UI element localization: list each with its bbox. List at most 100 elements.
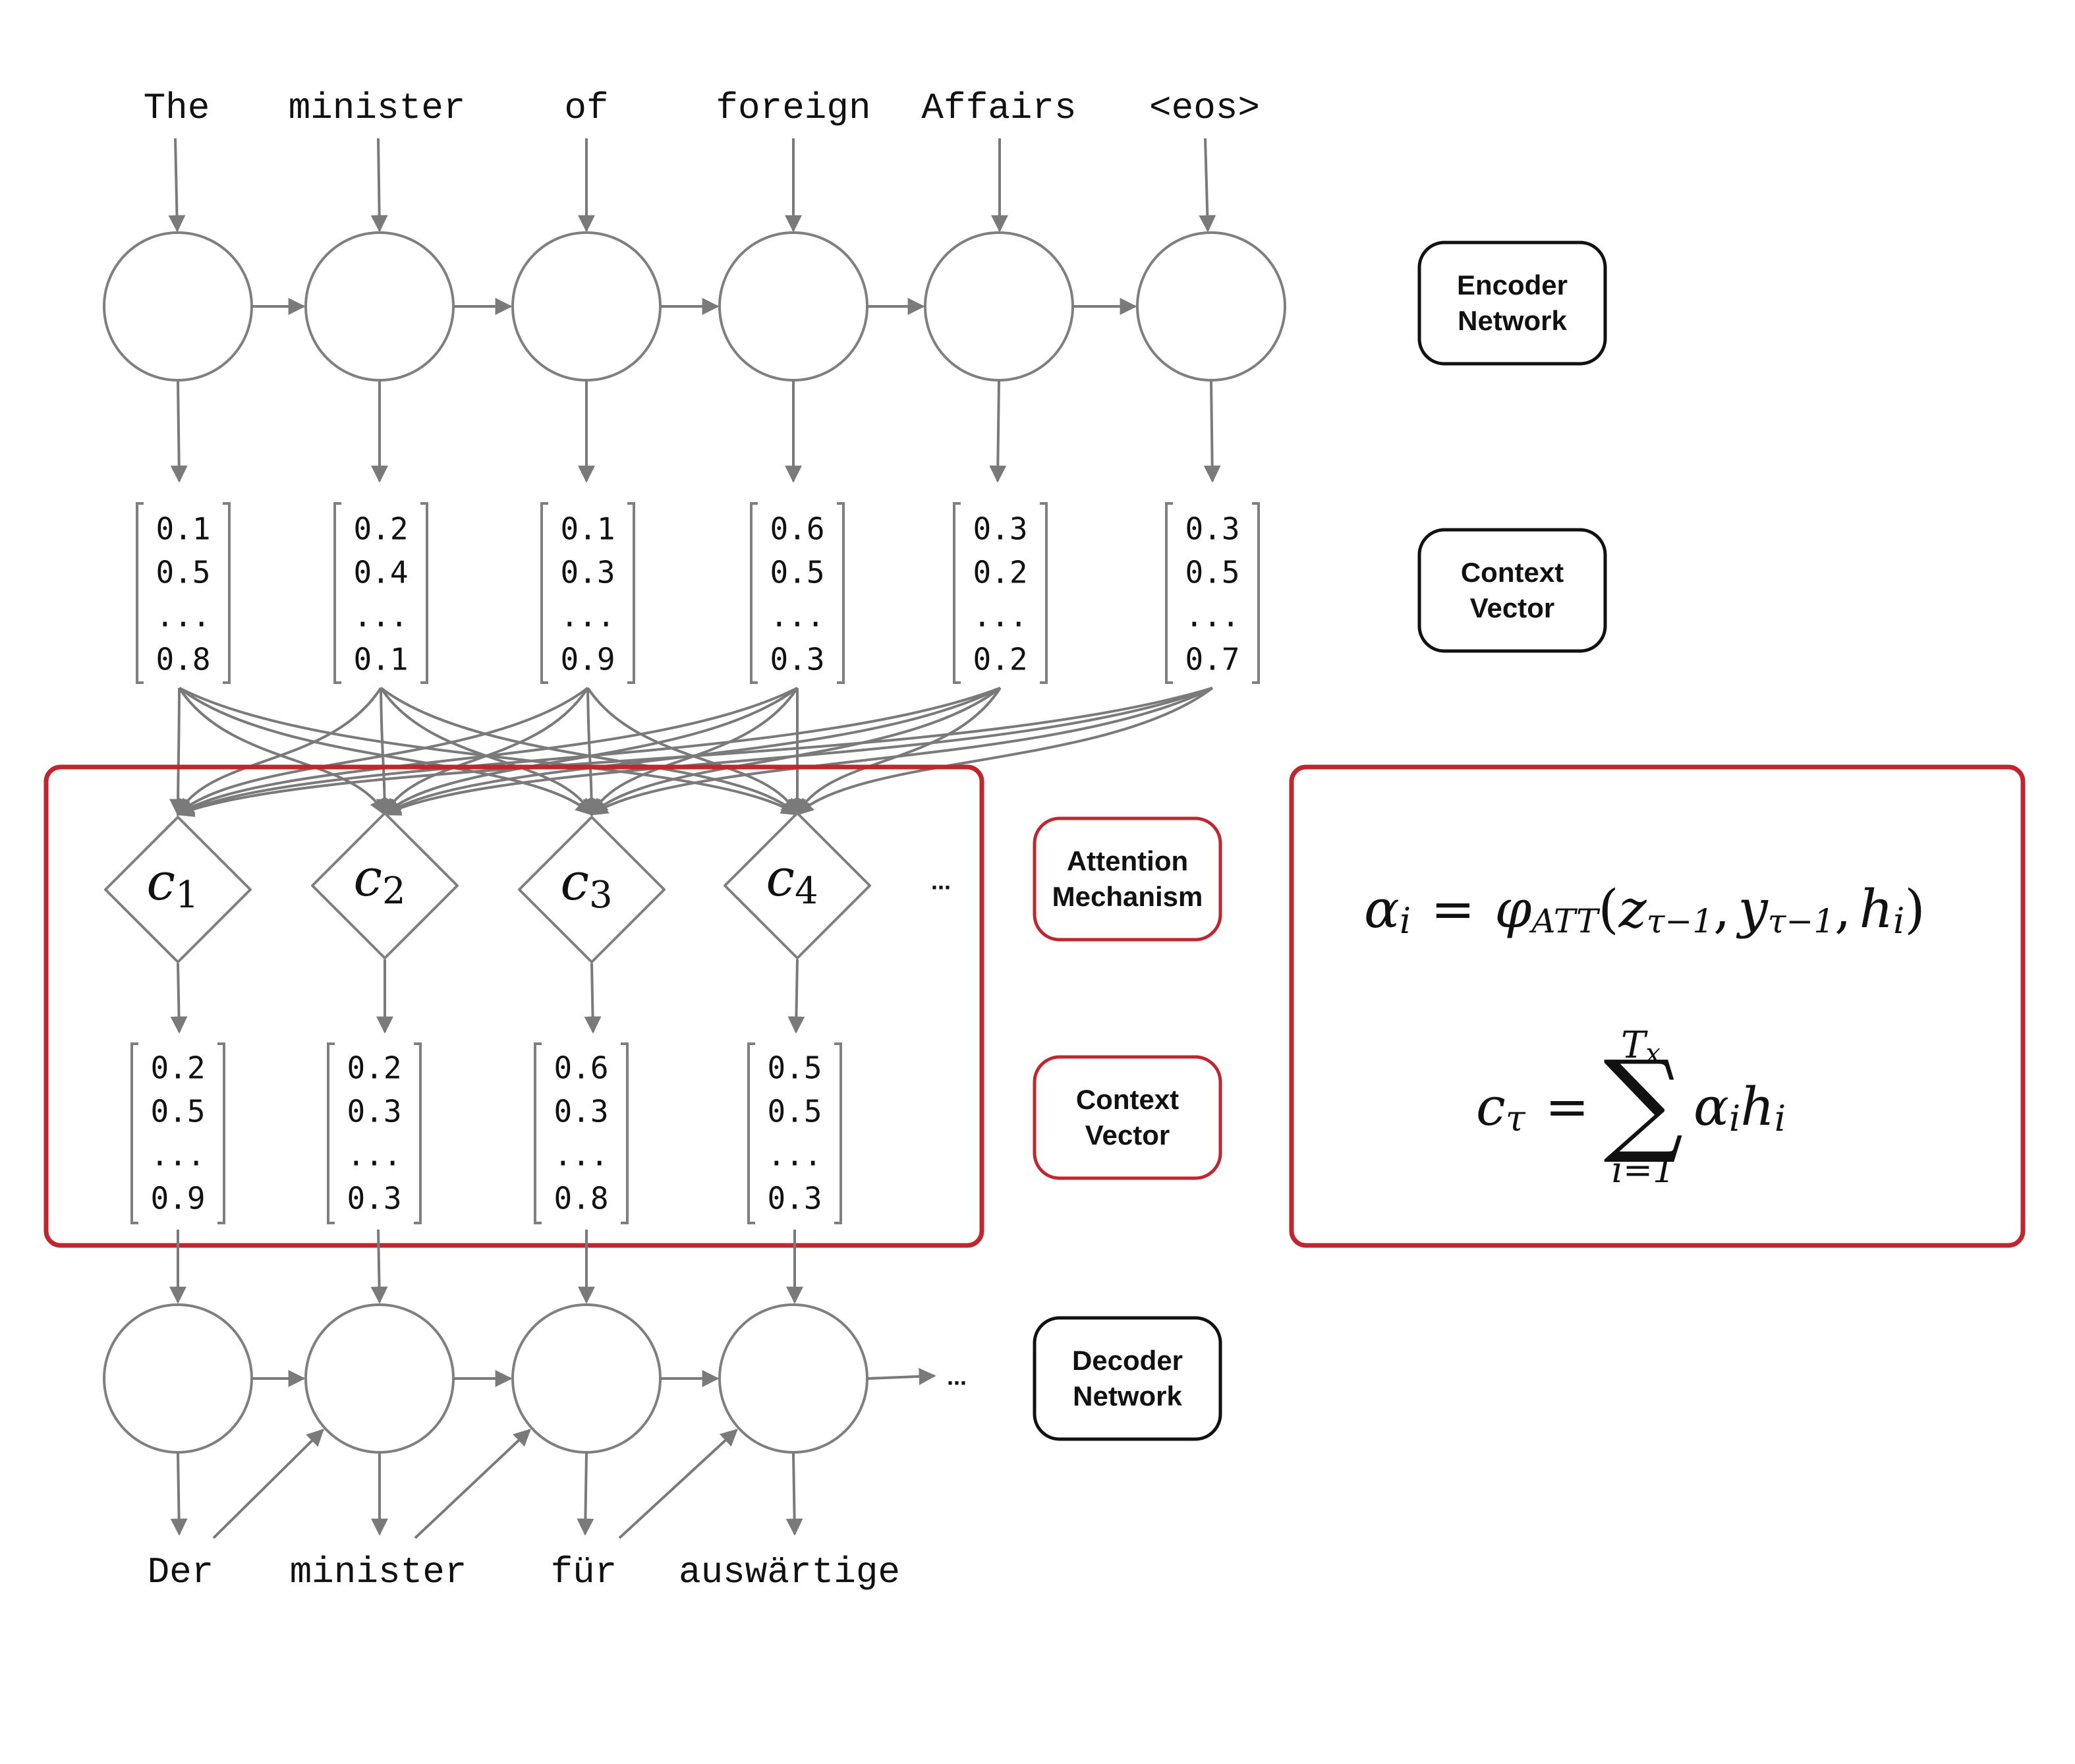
attention-node-symbol: c <box>766 849 795 908</box>
decoder-node <box>718 1303 868 1454</box>
formula-operator: = <box>1431 878 1475 940</box>
svg-text:Network: Network <box>1458 305 1567 336</box>
vector-value: 0.6 <box>770 511 824 547</box>
attention-edge <box>590 687 1213 816</box>
formula-term: z <box>1618 878 1647 940</box>
summation-upper-subscript: x <box>1645 1038 1661 1069</box>
attention-edge <box>178 687 593 816</box>
alpha-formula: αi = φATT(zτ−1, yτ−1, hi) <box>1364 878 1925 942</box>
attention-edge <box>796 687 1002 816</box>
svg-text:Context: Context <box>1076 1084 1179 1115</box>
vector-value: 0.1 <box>353 642 408 677</box>
vector-value: ... <box>1185 598 1239 634</box>
vector-value: 0.8 <box>156 642 210 677</box>
attention-node: c1 <box>104 816 252 963</box>
attention-node-symbol: c <box>560 853 589 912</box>
attention-context-vector-label: Context Vector <box>1033 1055 1222 1180</box>
vector-value: ... <box>767 1137 822 1173</box>
vector-value: 0.1 <box>560 511 615 547</box>
encoder-node <box>103 231 253 382</box>
attention-nodes: c1 c2 c3 c4 ... <box>104 812 951 963</box>
output-word: minister <box>290 1551 467 1593</box>
decoder-output-arrows <box>170 1452 803 1536</box>
encoder-node <box>1136 231 1286 382</box>
svg-text:Tx: Tx <box>1621 1024 1661 1069</box>
input-word: Affairs <box>921 87 1076 129</box>
context-vector: 0.2 0.3 ... 0.3 <box>327 1042 422 1224</box>
attention-edge <box>179 687 799 816</box>
vector-value: 0.5 <box>1185 555 1239 590</box>
input-word: of <box>564 87 608 129</box>
vector-value: 0.3 <box>554 1094 608 1129</box>
attention-edge <box>590 687 799 816</box>
formula-term: α <box>1364 878 1400 940</box>
attention-node: c3 <box>518 816 666 963</box>
svg-text:Encoder: Encoder <box>1457 270 1568 300</box>
attention-edge <box>796 687 1214 816</box>
context-vector: 0.3 0.2 ... 0.2 <box>953 502 1048 684</box>
vector-value: 0.3 <box>1185 511 1239 547</box>
attention-edge <box>380 687 799 816</box>
vector-value: ... <box>347 1137 401 1173</box>
encoder-context-vector-label: Context Vector <box>1417 528 1607 653</box>
attention-edge <box>583 687 600 816</box>
formula-comma: , <box>1834 878 1851 940</box>
encoder-context-vectors: 0.1 0.5 ... 0.8 0.2 0.4 ... 0.1 0.1 0.3 … <box>136 502 1260 684</box>
attention-edge <box>169 687 187 816</box>
svg-text:αi=φATT(zτ−1,yτ−1,hi): αi = φATT(zτ−1, yτ−1, hi) <box>1364 878 1925 942</box>
vector-value: 0.2 <box>973 642 1027 677</box>
vector-value: 0.9 <box>560 642 615 677</box>
svg-text:Vector: Vector <box>1085 1120 1170 1151</box>
vector-value: 0.3 <box>767 1181 822 1216</box>
vector-value: 0.2 <box>150 1050 205 1086</box>
attention-edge <box>383 687 1213 816</box>
context-vector: 0.2 0.4 ... 0.1 <box>333 502 428 684</box>
vector-value: ... <box>770 598 824 634</box>
svg-text:αihi: αihi <box>1693 1076 1786 1139</box>
context-formula: cτ = ∑ Tx i=1 αihi <box>1476 1024 1786 1191</box>
encoder-node <box>511 231 662 382</box>
formula-term: y <box>1736 878 1769 940</box>
summation-upper: T <box>1621 1024 1648 1067</box>
encoder-network-label: Encoder Network <box>1417 241 1607 366</box>
formula-term: c <box>1476 1076 1506 1137</box>
output-word: Der <box>148 1551 214 1593</box>
summation-symbol: ∑ <box>1603 1037 1683 1167</box>
attention-edge <box>176 687 1213 817</box>
vector-value: ... <box>554 1137 608 1173</box>
attention-mechanism-label: Attention Mechanism <box>1033 816 1222 942</box>
formula-subscript: ATT <box>1529 902 1601 940</box>
decoder-recurrent-arrows <box>252 1367 936 1387</box>
encoder-input-words: The minister of foreign Affairs <eos> <box>144 87 1260 129</box>
vector-value: 0.8 <box>554 1181 608 1216</box>
decoder-feedback-arrows <box>212 1429 738 1539</box>
attention-edge <box>384 687 589 816</box>
vector-value: 0.2 <box>973 555 1027 590</box>
vector-value: 0.5 <box>767 1094 822 1129</box>
formula-term: h <box>1860 878 1894 940</box>
decoder-output-words: Der minister für auswärtige <box>148 1551 900 1593</box>
attention-node-index: 2 <box>382 870 406 913</box>
context-vector: 0.5 0.5 ... 0.3 <box>747 1042 842 1224</box>
svg-text:c2: c2 <box>353 849 405 913</box>
context-vector: 0.6 0.3 ... 0.8 <box>534 1042 629 1224</box>
encoder-output-arrows <box>170 380 1221 483</box>
vector-value: 0.4 <box>353 555 408 590</box>
vector-value: ... <box>973 598 1027 634</box>
attention-edge <box>177 687 589 816</box>
vector-value: 0.5 <box>156 555 210 590</box>
formula-subscript: τ−1 <box>1647 902 1713 940</box>
decoder-ellipsis: ... <box>947 1363 967 1390</box>
formula-comma: , <box>1713 878 1730 940</box>
formula-term: φ <box>1494 878 1531 940</box>
encoder-node <box>304 231 455 382</box>
vector-value: 0.7 <box>1185 642 1239 677</box>
encoder-node <box>924 231 1074 382</box>
attention-ellipsis: ... <box>931 868 951 895</box>
vector-value: 0.3 <box>973 511 1027 547</box>
svg-text:Decoder: Decoder <box>1072 1345 1183 1376</box>
attention-edge <box>178 687 386 816</box>
svg-text:c4: c4 <box>766 849 818 913</box>
formula-subscript: i <box>1893 900 1904 942</box>
vector-value: 0.9 <box>150 1181 205 1216</box>
